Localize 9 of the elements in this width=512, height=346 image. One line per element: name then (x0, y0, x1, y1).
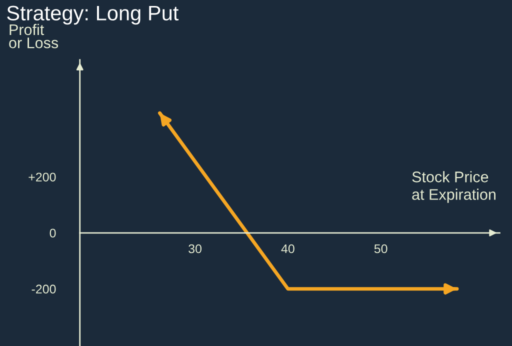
y-axis-title: Profit or Loss (9, 24, 58, 48)
chart-title: Strategy: Long Put (7, 6, 179, 25)
x-tick-label: 40 (281, 244, 294, 254)
y-tick-label: 0 (50, 228, 56, 238)
y-tick-label: +200 (28, 172, 56, 182)
x-tick-label: 50 (374, 244, 388, 254)
x-axis-title: Stock Price at Expiration (412, 171, 496, 203)
x-tick-label: 30 (188, 244, 202, 254)
y-tick-label: -200 (32, 284, 56, 294)
